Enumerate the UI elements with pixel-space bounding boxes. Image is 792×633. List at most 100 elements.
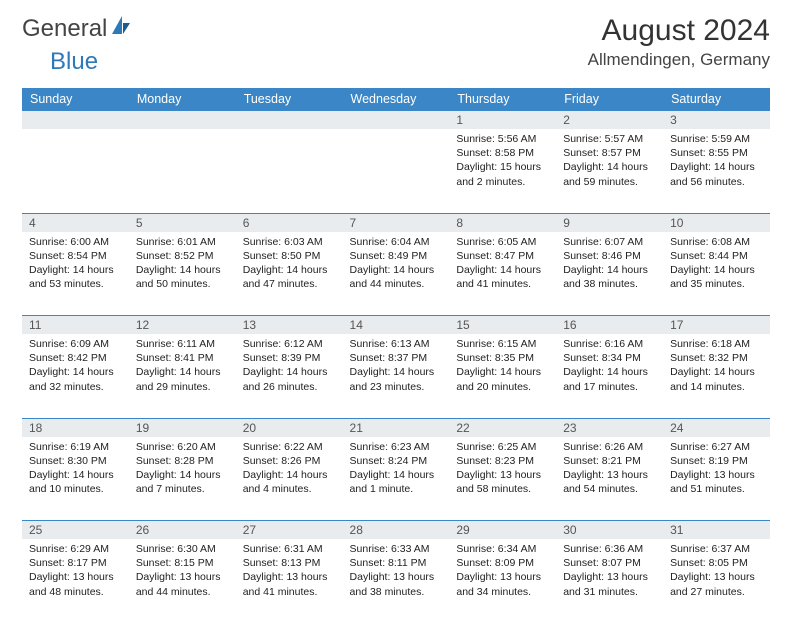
day-content: Sunrise: 6:04 AMSunset: 8:49 PMDaylight:… (343, 232, 450, 296)
weekday-header: Monday (129, 88, 236, 111)
day-content: Sunrise: 6:11 AMSunset: 8:41 PMDaylight:… (129, 334, 236, 398)
day-cell: Sunrise: 6:31 AMSunset: 8:13 PMDaylight:… (236, 539, 343, 623)
day-number: 21 (343, 419, 450, 437)
daynum-cell: 9 (556, 213, 663, 232)
day-info-line: Sunrise: 6:03 AM (243, 235, 336, 249)
sail-icon (110, 14, 132, 43)
day-info-line: and 58 minutes. (456, 482, 549, 496)
day-content: Sunrise: 6:19 AMSunset: 8:30 PMDaylight:… (22, 437, 129, 501)
brand-part2: Blue (50, 48, 98, 75)
day-info-line: Sunrise: 6:19 AM (29, 440, 122, 454)
weekday-header: Saturday (663, 88, 770, 111)
day-content: Sunrise: 5:59 AMSunset: 8:55 PMDaylight:… (663, 129, 770, 193)
daynum-cell: 7 (343, 213, 450, 232)
day-info-line: Sunset: 8:26 PM (243, 454, 336, 468)
day-content: Sunrise: 6:15 AMSunset: 8:35 PMDaylight:… (449, 334, 556, 398)
day-number: 25 (22, 521, 129, 539)
day-info-line: Sunset: 8:11 PM (350, 556, 443, 570)
day-info-line: and 54 minutes. (563, 482, 656, 496)
day-info-line: Daylight: 13 hours (29, 570, 122, 584)
day-info-line: Sunset: 8:39 PM (243, 351, 336, 365)
day-info-line: Sunset: 8:52 PM (136, 249, 229, 263)
day-number: 28 (343, 521, 450, 539)
day-content: Sunrise: 6:07 AMSunset: 8:46 PMDaylight:… (556, 232, 663, 296)
day-content: Sunrise: 5:57 AMSunset: 8:57 PMDaylight:… (556, 129, 663, 193)
day-number: 3 (663, 111, 770, 129)
daynum-cell (129, 111, 236, 130)
day-number: 1 (449, 111, 556, 129)
day-content (236, 129, 343, 136)
day-cell: Sunrise: 6:05 AMSunset: 8:47 PMDaylight:… (449, 232, 556, 316)
daynum-row: 45678910 (22, 213, 770, 232)
daynum-cell: 10 (663, 213, 770, 232)
daynum-cell: 16 (556, 316, 663, 335)
weekday-header-row: Sunday Monday Tuesday Wednesday Thursday… (22, 88, 770, 111)
day-number: 26 (129, 521, 236, 539)
day-info-line: and 47 minutes. (243, 277, 336, 291)
day-info-line: Sunrise: 6:30 AM (136, 542, 229, 556)
day-number: 27 (236, 521, 343, 539)
day-info-line: Sunset: 8:47 PM (456, 249, 549, 263)
daynum-cell: 15 (449, 316, 556, 335)
day-info-line: Sunrise: 5:56 AM (456, 132, 549, 146)
calendar-body: 12 3 Sunrise: 5:56 AMSunset: 8:58 PMDaylig… (22, 111, 770, 624)
day-cell: Sunrise: 6:37 AMSunset: 8:05 PMDaylight:… (663, 539, 770, 623)
day-info-line: Sunset: 8:28 PM (136, 454, 229, 468)
day-info-line: Sunrise: 6:27 AM (670, 440, 763, 454)
day-content: Sunrise: 5:56 AMSunset: 8:58 PMDaylight:… (449, 129, 556, 193)
daynum-cell: 18 (22, 418, 129, 437)
day-content: Sunrise: 6:23 AMSunset: 8:24 PMDaylight:… (343, 437, 450, 501)
day-info-line: Sunrise: 5:57 AM (563, 132, 656, 146)
day-cell: Sunrise: 6:25 AMSunset: 8:23 PMDaylight:… (449, 437, 556, 521)
day-info-line: Daylight: 14 hours (670, 263, 763, 277)
week-row: Sunrise: 6:09 AMSunset: 8:42 PMDaylight:… (22, 334, 770, 418)
day-cell: Sunrise: 6:04 AMSunset: 8:49 PMDaylight:… (343, 232, 450, 316)
brand-logo: General (22, 14, 132, 43)
daynum-cell: 28 (343, 521, 450, 540)
day-info-line: Daylight: 14 hours (456, 365, 549, 379)
day-info-line: and 59 minutes. (563, 175, 656, 189)
day-info-line: Daylight: 13 hours (563, 570, 656, 584)
day-number: 4 (22, 214, 129, 232)
day-info-line: Sunset: 8:46 PM (563, 249, 656, 263)
day-info-line: Daylight: 14 hours (456, 263, 549, 277)
day-info-line: and 29 minutes. (136, 380, 229, 394)
daynum-cell: 24 (663, 418, 770, 437)
day-info-line: Daylight: 14 hours (350, 365, 443, 379)
week-row: Sunrise: 6:00 AMSunset: 8:54 PMDaylight:… (22, 232, 770, 316)
day-cell: Sunrise: 6:12 AMSunset: 8:39 PMDaylight:… (236, 334, 343, 418)
day-info-line: Sunrise: 6:33 AM (350, 542, 443, 556)
week-row: Sunrise: 5:56 AMSunset: 8:58 PMDaylight:… (22, 129, 770, 213)
day-info-line: Daylight: 14 hours (136, 263, 229, 277)
daynum-cell (236, 111, 343, 130)
day-cell: Sunrise: 5:56 AMSunset: 8:58 PMDaylight:… (449, 129, 556, 213)
day-info-line: Sunrise: 6:05 AM (456, 235, 549, 249)
day-info-line: Sunrise: 6:12 AM (243, 337, 336, 351)
daynum-cell: 27 (236, 521, 343, 540)
day-info-line: Sunrise: 6:37 AM (670, 542, 763, 556)
day-number: 24 (663, 419, 770, 437)
day-cell: Sunrise: 6:33 AMSunset: 8:11 PMDaylight:… (343, 539, 450, 623)
day-info-line: and 48 minutes. (29, 585, 122, 599)
day-info-line: Sunset: 8:32 PM (670, 351, 763, 365)
day-number: 11 (22, 316, 129, 334)
day-number: 6 (236, 214, 343, 232)
day-info-line: Daylight: 14 hours (563, 365, 656, 379)
day-cell: Sunrise: 6:15 AMSunset: 8:35 PMDaylight:… (449, 334, 556, 418)
day-content: Sunrise: 6:12 AMSunset: 8:39 PMDaylight:… (236, 334, 343, 398)
day-info-line: Daylight: 13 hours (456, 570, 549, 584)
day-number: 12 (129, 316, 236, 334)
daynum-cell: 30 (556, 521, 663, 540)
day-info-line: and 44 minutes. (136, 585, 229, 599)
calendar-table: Sunday Monday Tuesday Wednesday Thursday… (22, 88, 770, 623)
daynum-cell: 4 (22, 213, 129, 232)
day-info-line: and 56 minutes. (670, 175, 763, 189)
day-cell: Sunrise: 6:03 AMSunset: 8:50 PMDaylight:… (236, 232, 343, 316)
daynum-row: 11121314151617 (22, 316, 770, 335)
day-info-line: Sunrise: 6:09 AM (29, 337, 122, 351)
day-cell: Sunrise: 6:30 AMSunset: 8:15 PMDaylight:… (129, 539, 236, 623)
day-number: 10 (663, 214, 770, 232)
day-content: Sunrise: 6:05 AMSunset: 8:47 PMDaylight:… (449, 232, 556, 296)
day-number: 9 (556, 214, 663, 232)
day-cell (22, 129, 129, 213)
